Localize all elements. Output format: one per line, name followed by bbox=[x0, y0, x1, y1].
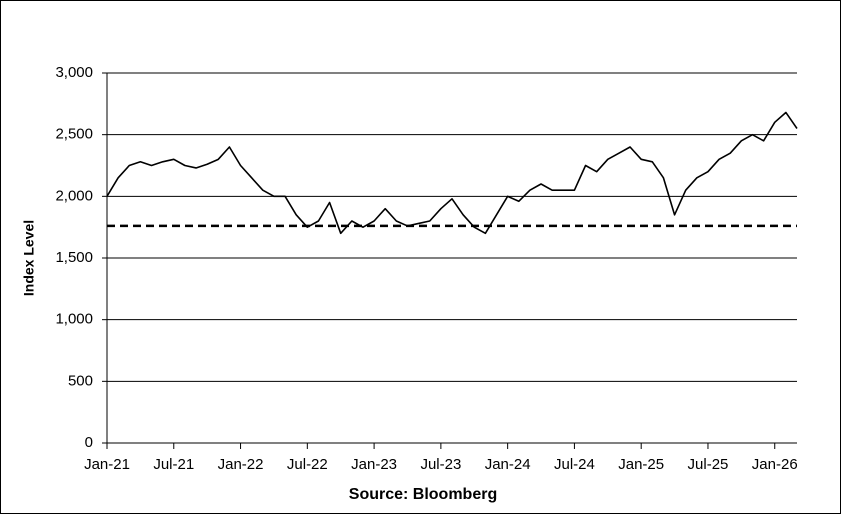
y-tick-label: 500 bbox=[68, 372, 93, 389]
x-tick-label: Jul-21 bbox=[153, 456, 194, 473]
y-axis-label: Index Level bbox=[21, 220, 37, 296]
y-tick-label: 3,000 bbox=[55, 64, 93, 81]
x-tick-label: Jul-22 bbox=[287, 456, 328, 473]
y-tick-label: 2,500 bbox=[55, 126, 93, 143]
x-tick-label: Jan-23 bbox=[351, 456, 397, 473]
x-tick-label: Jan-21 bbox=[84, 456, 130, 473]
x-axis-label: Source: Bloomberg bbox=[349, 486, 497, 503]
x-tick-label: Jan-26 bbox=[752, 456, 798, 473]
x-tick-label: Jul-24 bbox=[554, 456, 595, 473]
x-tick-label: Jan-24 bbox=[485, 456, 531, 473]
y-tick-label: 0 bbox=[85, 434, 93, 451]
y-tick-label: 1,000 bbox=[55, 311, 93, 328]
x-tick-label: Jan-25 bbox=[618, 456, 664, 473]
y-tick-label: 1,500 bbox=[55, 249, 93, 266]
x-tick-label: Jul-25 bbox=[688, 456, 729, 473]
x-tick-label: Jan-22 bbox=[218, 456, 264, 473]
y-tick-label: 2,000 bbox=[55, 187, 93, 204]
x-tick-label: Jul-23 bbox=[420, 456, 461, 473]
data-line bbox=[106, 111, 798, 235]
